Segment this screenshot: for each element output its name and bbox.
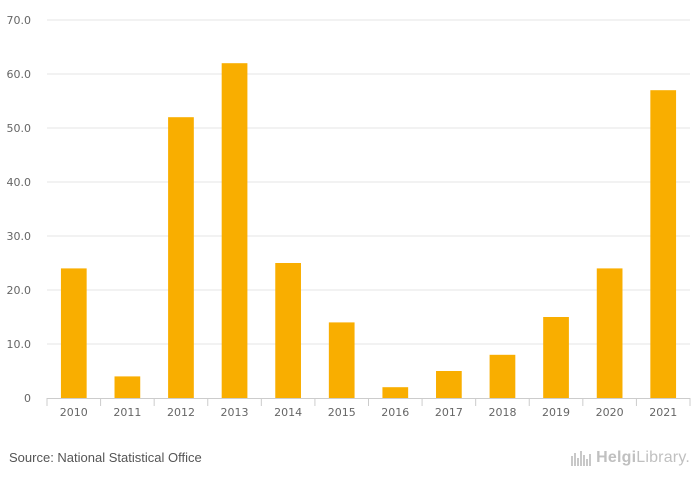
y-tick-label: 70.0 <box>7 14 32 27</box>
x-axis: 2010 2011 2012 2013 2014 2015 2016 2017 2018 2019… <box>46 398 691 419</box>
x-tick-label: 2017 <box>435 406 463 419</box>
bar-2012 <box>168 117 194 398</box>
bar-2018 <box>489 354 516 398</box>
x-tick-label: 2012 <box>167 406 195 419</box>
bar-2021 <box>650 90 677 398</box>
x-tick-label: 2014 <box>274 406 302 419</box>
x-tick-label: 2020 <box>596 406 624 419</box>
library-skyline-icon <box>571 451 592 466</box>
x-tick-label: 2015 <box>328 406 356 419</box>
helgi-library-logo: HelgiLibrary. <box>570 449 690 467</box>
source-note: Source: National Statistical Office <box>9 450 202 465</box>
bar-2011 <box>114 376 141 398</box>
logo-bold-text: Helgi <box>596 449 637 466</box>
bar-2019 <box>543 317 569 398</box>
y-tick-label: 30.0 <box>7 230 32 243</box>
x-tick-label: 2010 <box>60 406 88 419</box>
bar-2014 <box>275 263 301 398</box>
y-tick-label: 40.0 <box>7 176 32 189</box>
bar-2020 <box>596 268 623 398</box>
bars <box>60 63 677 398</box>
y-tick-label: 60.0 <box>7 68 32 81</box>
bar-2016 <box>382 387 409 398</box>
x-tick-label: 2021 <box>649 406 677 419</box>
grid-lines <box>47 19 690 345</box>
x-tick-label: 2013 <box>221 406 249 419</box>
y-tick-label: 0 <box>24 392 31 405</box>
y-tick-label: 20.0 <box>7 284 32 297</box>
x-tick-label: 2018 <box>488 406 516 419</box>
bar-2017 <box>436 371 462 398</box>
x-tick-label: 2016 <box>381 406 409 419</box>
y-tick-label: 10.0 <box>7 338 32 351</box>
y-tick-label: 50.0 <box>7 122 32 135</box>
bar-2010 <box>60 268 87 398</box>
y-axis-labels: 0 10.0 20.0 30.0 40.0 50.0 60.0 70.0 <box>7 14 32 405</box>
x-tick-label: 2019 <box>542 406 570 419</box>
bar-2013 <box>221 63 248 398</box>
x-tick-label: 2011 <box>113 406 141 419</box>
bar-2015 <box>328 322 355 398</box>
logo-rest-text: Library. <box>636 449 690 466</box>
